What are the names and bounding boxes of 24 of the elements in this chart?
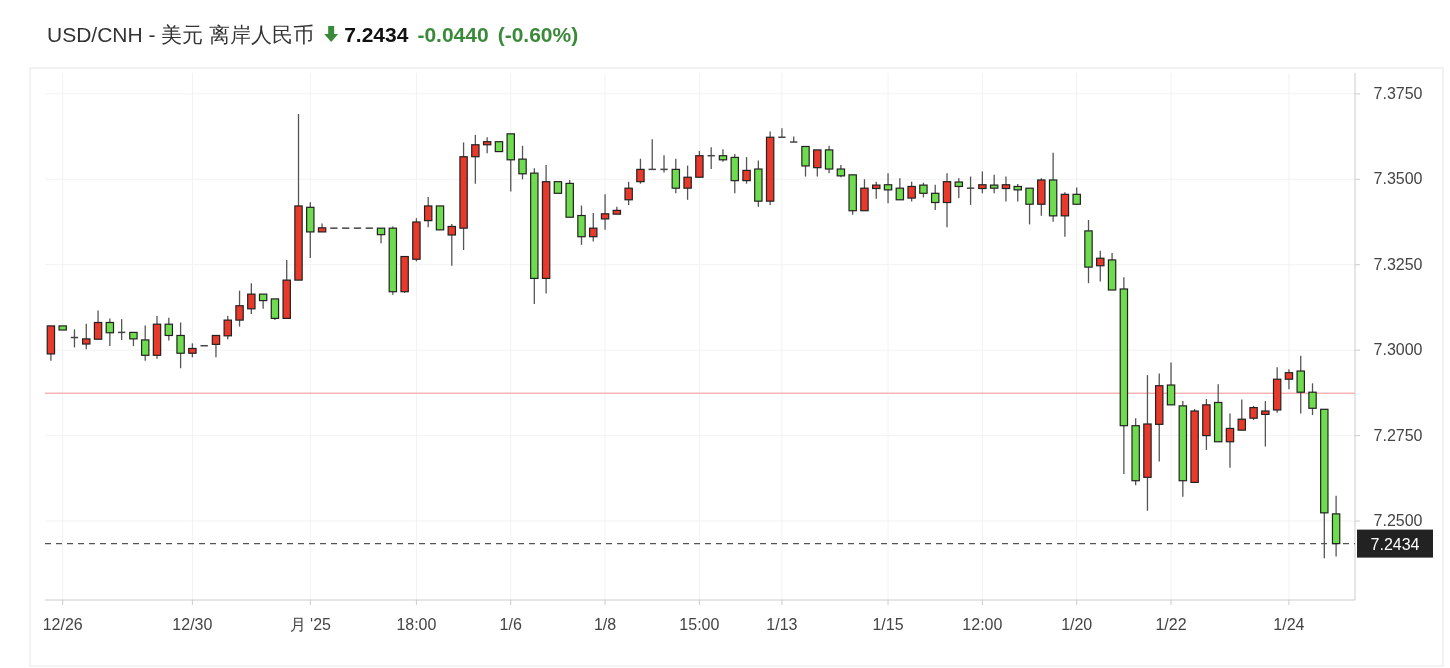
y-tick-label: 7.3250 bbox=[1373, 255, 1423, 273]
x-tick-label: 12:00 bbox=[962, 616, 1003, 633]
x-tick-label: 1/13 bbox=[766, 616, 798, 633]
x-tick-label: 月 '25 bbox=[289, 616, 332, 633]
x-tick-label: 1/20 bbox=[1061, 616, 1093, 633]
x-tick-label: 1/8 bbox=[593, 616, 617, 633]
y-tick-label: 7.3000 bbox=[1373, 341, 1423, 359]
y-tick-label: 7.3750 bbox=[1373, 84, 1423, 102]
x-tick-label: 12/26 bbox=[42, 616, 83, 633]
text: 7.2434 bbox=[344, 23, 409, 46]
chart-title: USD/CNH - 美元 离岸人民币 bbox=[47, 23, 315, 46]
ref-line-label: 7.2434 bbox=[1370, 535, 1420, 553]
y-tick-label: 7.3500 bbox=[1373, 170, 1423, 188]
y-tick-label: 7.2750 bbox=[1373, 426, 1423, 444]
text: (-0.60%) bbox=[497, 23, 579, 46]
x-tick-label: 18:00 bbox=[396, 616, 437, 633]
x-tick-label: 15:00 bbox=[679, 616, 720, 633]
x-tick-label: 12/30 bbox=[172, 616, 213, 633]
x-tick-label: 1/22 bbox=[1155, 616, 1187, 633]
x-tick-label: 1/24 bbox=[1273, 616, 1305, 633]
y-tick-label: 7.2500 bbox=[1373, 512, 1423, 530]
x-tick-label: 1/15 bbox=[872, 616, 904, 633]
x-tick-label: 1/6 bbox=[499, 616, 522, 633]
text: -0.0440 bbox=[417, 23, 489, 46]
